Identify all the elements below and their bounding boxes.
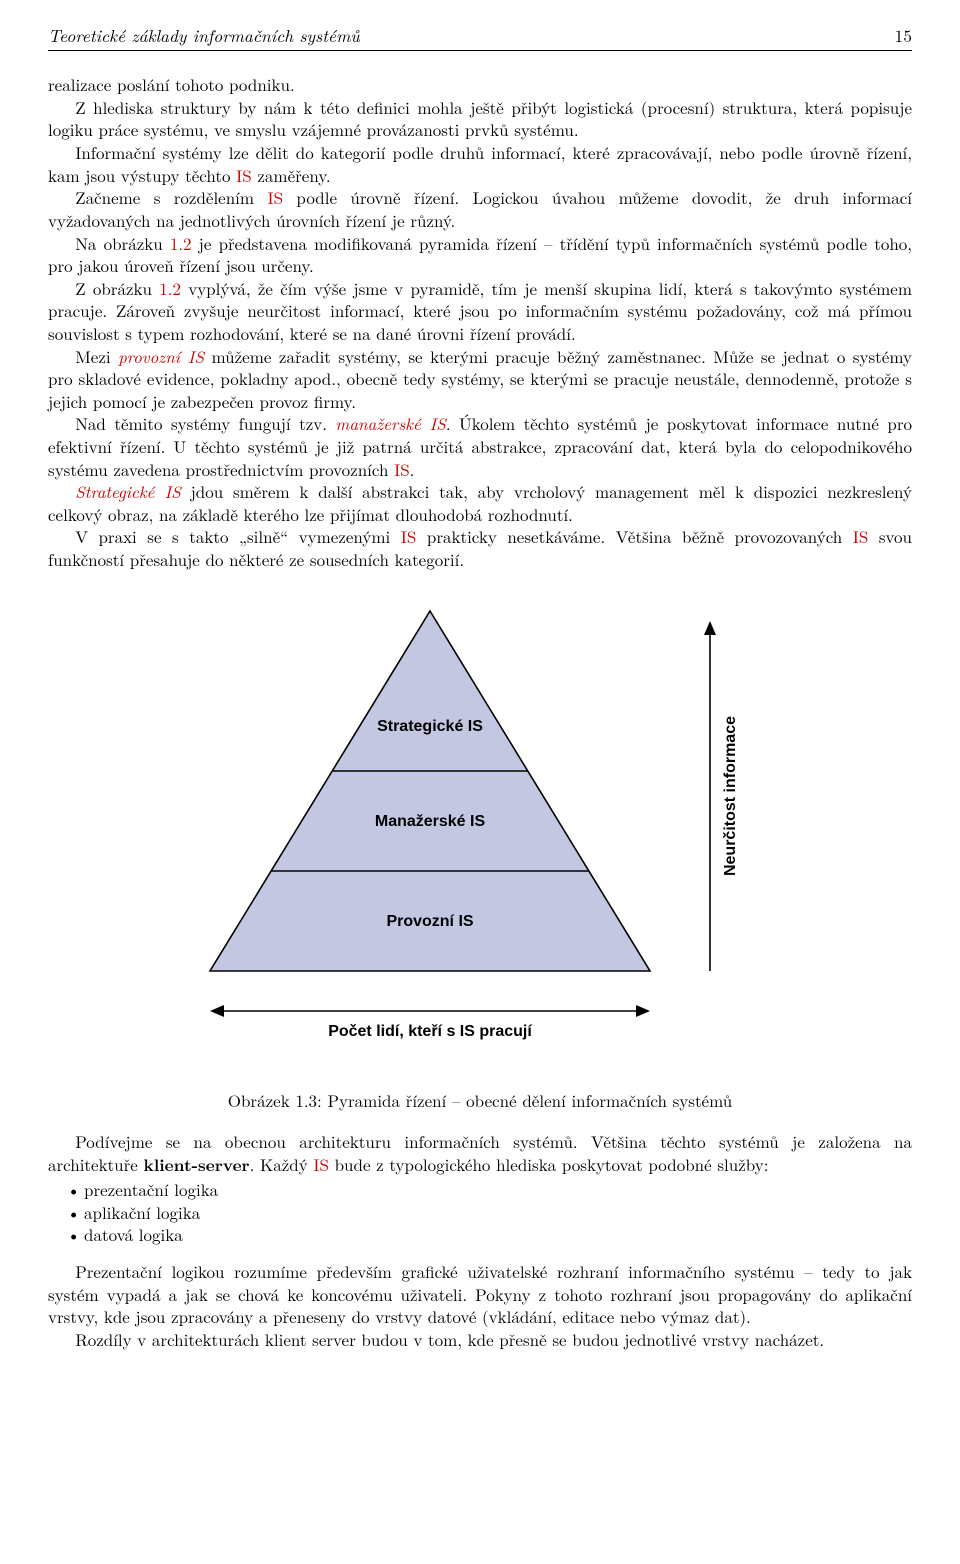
is-abbrev: IS (853, 524, 869, 548)
svg-text:Počet lidí, kteří s IS pracují: Počet lidí, kteří s IS pracují (328, 1023, 532, 1040)
term-manazerske-is: manažerské IS (335, 411, 445, 435)
is-abbrev: IS (401, 524, 417, 548)
term-provozni-is: provozní IS (118, 344, 204, 368)
list-item: prezentační logika (84, 1178, 912, 1201)
svg-text:Neurčitost informace: Neurčitost informace (722, 716, 739, 876)
p6: Z obrázku 1.2 vyplývá, že čím výše jsme … (48, 277, 912, 345)
running-title: Teoretické základy informačních systémů (48, 24, 360, 47)
term-strategicke-is: Strategické IS (75, 479, 181, 503)
p7: Mezi provozní IS můžeme zařadit systémy,… (48, 345, 912, 413)
is-abbrev: IS (236, 163, 252, 187)
p4: Začneme s rozdělením IS podle úrovně říz… (48, 186, 912, 231)
page-number: 15 (895, 24, 913, 47)
figure-pyramid: Strategické IS Manažerské IS Provozní IS Po… (48, 591, 912, 1076)
running-header: Teoretické základy informačních systémů … (48, 24, 912, 51)
p10: V praxi se s takto „silně“ vymezenými IS… (48, 525, 912, 570)
svg-text:Provozní IS: Provozní IS (386, 913, 473, 930)
p1: realizace poslání tohoto podniku. (48, 73, 912, 96)
svg-text:Manažerské IS: Manažerské IS (375, 813, 486, 830)
p8: Nad těmito systémy fungují tzv. manažers… (48, 412, 912, 480)
service-list: prezentační logika aplikační logika dato… (84, 1178, 912, 1246)
is-abbrev: IS (394, 457, 410, 481)
p11: Podívejme se na obecnou architekturu inf… (48, 1130, 912, 1176)
fig-ref: 1.2 (159, 276, 181, 300)
p3: Informační systémy lze dělit do kategori… (48, 141, 912, 186)
p13: Rozdíly v architekturách klient server b… (48, 1328, 912, 1351)
fig-ref: 1.2 (170, 231, 192, 255)
p12: Prezentační logikou rozumíme především g… (48, 1260, 912, 1328)
pyramid-svg: Strategické IS Manažerské IS Provozní IS Po… (160, 591, 800, 1071)
list-item: aplikační logika (84, 1201, 912, 1224)
figure-caption: Obrázek 1.3: Pyramida řízení – obecné dě… (48, 1089, 912, 1112)
p9: Strategické IS jdou směrem k další abstr… (48, 480, 912, 525)
p2: Z hlediska struktury by nám k této defin… (48, 96, 912, 141)
term-klient-server: klient-server (144, 1153, 250, 1177)
p5: Na obrázku 1.2 je představena modifikova… (48, 232, 912, 277)
svg-text:Strategické IS: Strategické IS (377, 718, 483, 735)
is-abbrev: IS (267, 185, 283, 209)
is-abbrev: IS (313, 1152, 329, 1176)
list-item: datová logika (84, 1223, 912, 1246)
